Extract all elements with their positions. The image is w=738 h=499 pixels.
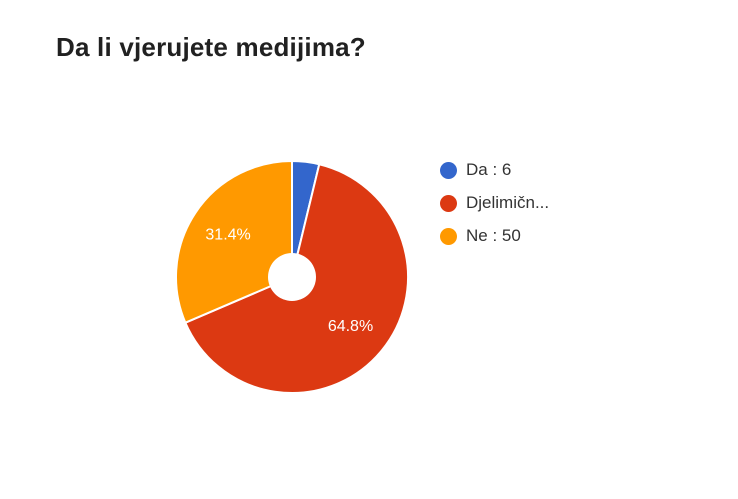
- legend-item-2[interactable]: Ne : 50: [440, 226, 549, 246]
- slice-percent-label-2: 31.4%: [205, 226, 250, 243]
- legend-label-0: Da : 6: [466, 160, 512, 179]
- legend-label-2: Ne : 50: [466, 226, 521, 245]
- donut-hole: [268, 253, 316, 301]
- legend-swatch-2: [440, 227, 457, 245]
- legend-label-1: Djelimičn...: [466, 193, 550, 212]
- chart-title: Da li vjerujete medijima?: [56, 32, 366, 62]
- chart-legend: Da : 6 Djelimičn... Ne : 50: [440, 160, 549, 259]
- legend-item-1[interactable]: Djelimičn...: [440, 193, 549, 213]
- legend-item-0[interactable]: Da : 6: [440, 160, 549, 180]
- legend-swatch-1: [440, 194, 457, 212]
- slice-percent-label-1: 64.8%: [328, 318, 373, 335]
- legend-swatch-0: [440, 161, 457, 179]
- pie-slice-2[interactable]: [175, 160, 293, 324]
